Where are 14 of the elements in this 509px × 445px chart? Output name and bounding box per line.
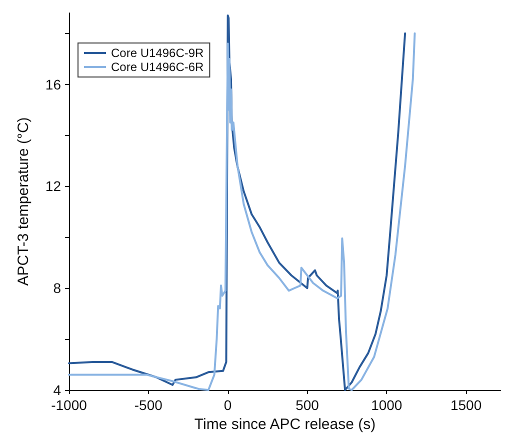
x-tick-label: -1000: [51, 397, 88, 413]
y-tick-label: 8: [53, 280, 62, 296]
x-tick-label: 1500: [450, 397, 482, 413]
legend-label: Core U1496C-9R: [111, 46, 204, 60]
legend-label: Core U1496C-6R: [111, 60, 204, 74]
y-tick-label: 16: [45, 76, 62, 92]
y-axis-title: APCT-3 temperature (°C): [15, 117, 32, 286]
x-tick-label: 500: [296, 397, 320, 413]
x-axis-title: Time since APC release (s): [194, 416, 376, 433]
x-tick-label: 0: [224, 397, 232, 413]
x-tick-label: -500: [134, 397, 163, 413]
x-tick-label: 1000: [371, 397, 402, 413]
y-tick-label: 12: [45, 178, 62, 194]
y-tick-label: 4: [53, 382, 62, 398]
